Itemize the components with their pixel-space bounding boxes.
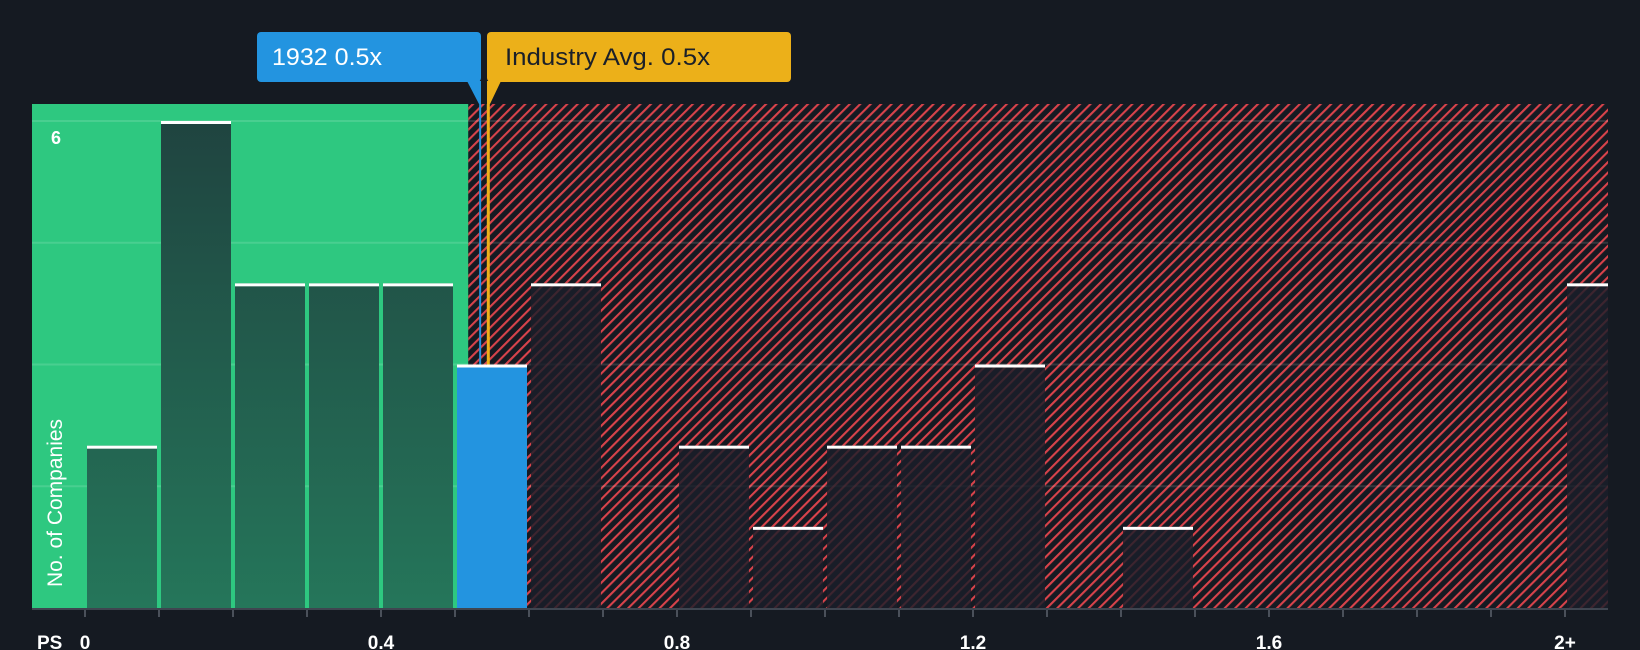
histogram-bar xyxy=(679,445,749,608)
bar-fill xyxy=(901,445,971,608)
histogram-bar xyxy=(531,283,601,608)
x-tick-label: 0.4 xyxy=(368,633,395,650)
bar-fill xyxy=(753,526,823,608)
bar-cap xyxy=(827,445,897,449)
bar-fill xyxy=(383,283,453,608)
company-callout-box xyxy=(257,32,481,82)
x-axis-label: PS xyxy=(37,633,62,650)
bar-fill xyxy=(235,283,305,608)
histogram-bar xyxy=(87,445,157,608)
bar-fill xyxy=(679,445,749,608)
histogram-bar xyxy=(753,526,823,608)
valuation-regions xyxy=(32,104,1608,608)
histogram-bar xyxy=(1123,526,1193,608)
bar-cap xyxy=(161,121,231,124)
company-callout-label: 1932 0.5x xyxy=(272,44,382,71)
company-bar xyxy=(457,364,527,608)
histogram-bar xyxy=(975,364,1045,608)
y-axis-label: No. of Companies xyxy=(44,419,67,587)
value-markers xyxy=(479,104,490,608)
bar-cap xyxy=(901,445,971,449)
company-marker-line xyxy=(479,104,482,608)
bar-cap xyxy=(531,283,601,287)
histogram-bar xyxy=(235,283,305,608)
x-tick-label: 2+ xyxy=(1554,633,1576,650)
histogram-bar xyxy=(1567,283,1608,608)
x-axis: 0 0.4 0.8 1.2 1.6 2+ xyxy=(32,608,1608,650)
bar-cap xyxy=(975,364,1045,368)
industry-avg-marker-line xyxy=(486,104,490,608)
industry-avg-callout-label: Industry Avg. 0.5x xyxy=(505,44,710,71)
bar-fill xyxy=(975,364,1045,608)
y-tick-label-max: 6 xyxy=(51,128,61,148)
bar-fill xyxy=(309,283,379,608)
x-tick-label: 0 xyxy=(80,633,91,650)
bar-fill xyxy=(827,445,897,608)
bar-fill xyxy=(457,364,527,608)
histogram-bar xyxy=(901,445,971,608)
bar-cap xyxy=(679,445,749,449)
bar-cap xyxy=(1567,283,1608,287)
histogram-bar xyxy=(827,445,897,608)
bar-cap xyxy=(235,283,305,287)
bar-fill xyxy=(1123,526,1193,608)
industry-avg-callout-pointer xyxy=(487,81,501,104)
bar-cap xyxy=(1123,526,1193,530)
bar-fill xyxy=(1567,283,1608,608)
histogram-bar xyxy=(161,121,231,608)
histogram-bars xyxy=(87,121,1608,608)
histogram-bar xyxy=(383,283,453,608)
company-callout-pointer xyxy=(467,81,481,104)
bar-cap xyxy=(457,364,527,368)
bar-fill xyxy=(87,445,157,608)
industry-avg-callout-box xyxy=(487,32,791,82)
company-callout: 1932 0.5x xyxy=(257,32,481,104)
bar-cap xyxy=(87,445,157,449)
industry-avg-callout: Industry Avg. 0.5x xyxy=(487,32,791,104)
x-tick-label: 1.6 xyxy=(1256,633,1282,650)
bar-cap xyxy=(753,526,823,530)
x-tick-label: 1.2 xyxy=(960,633,986,650)
bar-fill xyxy=(531,283,601,608)
x-tick-label: 0.8 xyxy=(664,633,690,650)
histogram-bar xyxy=(309,283,379,608)
bar-cap xyxy=(309,283,379,287)
bar-fill xyxy=(161,121,231,608)
bar-cap xyxy=(383,283,453,287)
